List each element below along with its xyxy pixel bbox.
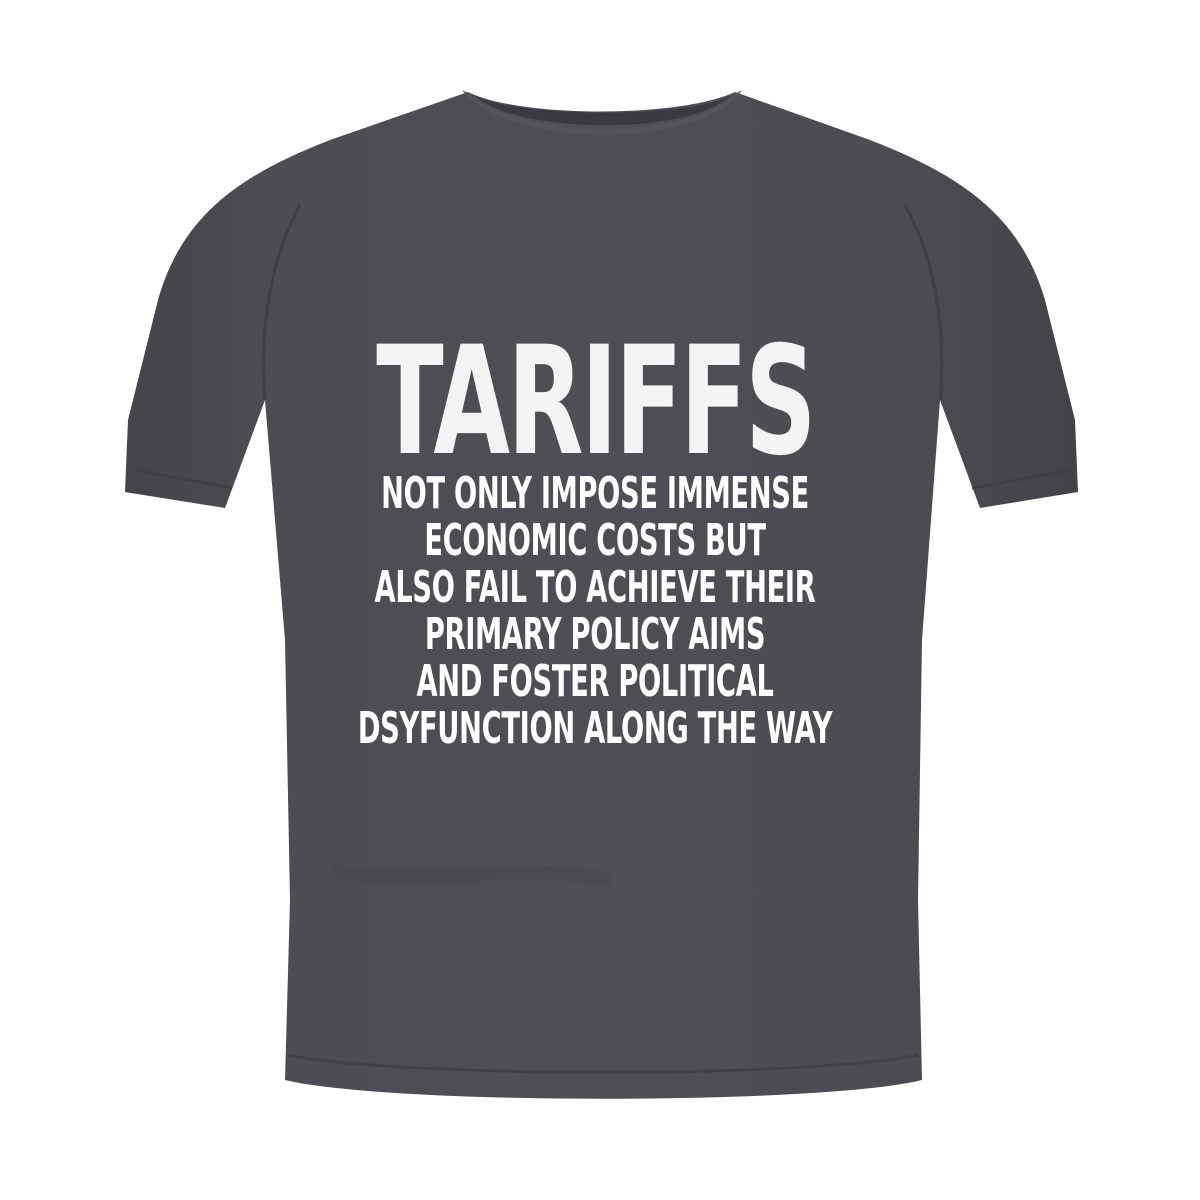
collar-inner [475,96,730,126]
print-title: TARIFFS [376,315,816,489]
print-line-2: ECONOMIC COSTS BUT [424,515,766,566]
collar-rib [462,90,742,135]
print-line-1: NOT ONLY IMPOSE IMMENSE [381,468,809,519]
left-sleeve-seam [261,204,302,401]
shirt-print: TARIFFS NOT ONLY IMPOSE IMMENSE ECONOMIC… [358,327,833,752]
right-sleeve-seam [903,204,944,401]
print-line-6: DSYFUNCTION ALONG THE WAY [357,703,833,754]
print-line-5: AND FOSTER POLITICAL [416,656,774,707]
bottom-hem [287,1053,919,1074]
left-sleeve-hem [134,468,233,490]
right-sleeve-hem [971,468,1071,490]
shirt-body [125,92,1078,1099]
fold-shading [328,863,612,887]
print-line-4: PRIMARY POLICY AIMS [424,609,766,660]
print-line-3: ALSO FAIL TO ACHIEVE THEIR [374,562,816,613]
